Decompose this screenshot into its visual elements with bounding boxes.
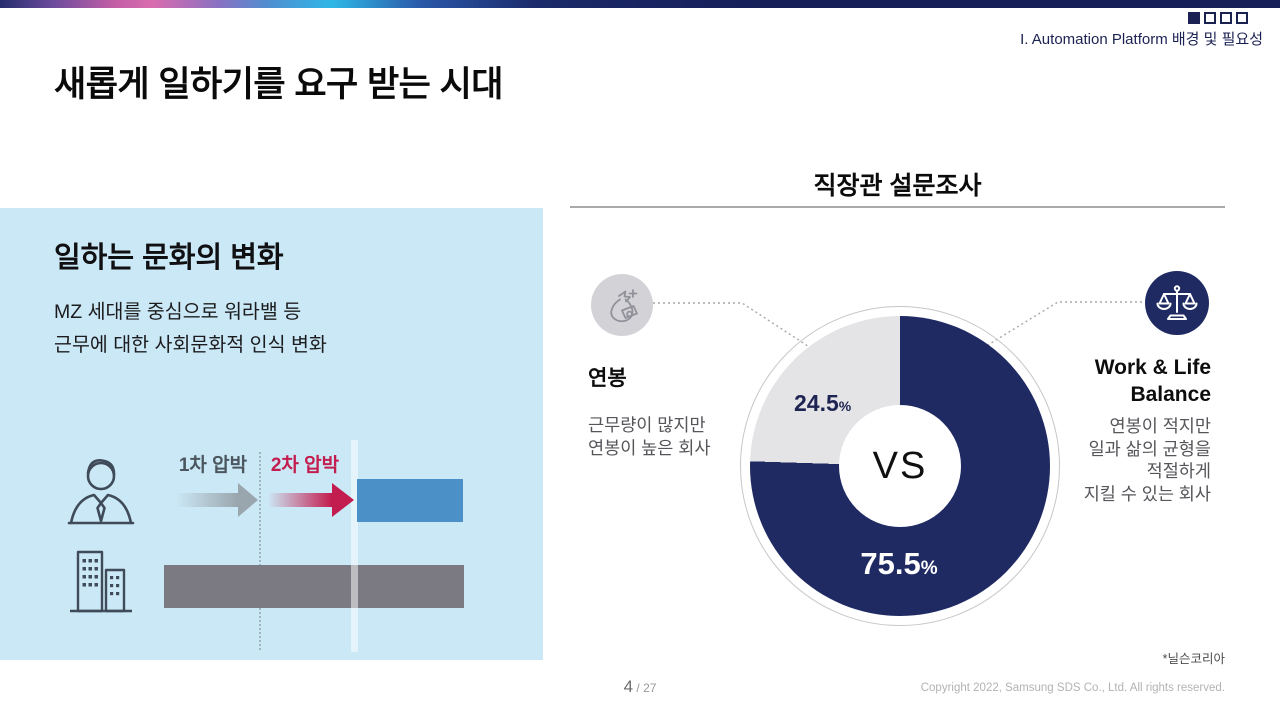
progress-square-filled [1188,12,1200,24]
salary-heading: 연봉 [588,367,627,390]
progress-square-empty [1220,12,1232,24]
source-note: *닐슨코리아 [1162,652,1225,666]
salary-desc-line1: 근무량이 많지만 [588,415,706,435]
person-icon [67,459,135,525]
wlb-heading: Work & Life Balance [1095,354,1211,408]
survey-title: 직장관 설문조사 [813,172,982,200]
pressure-label-first: 1차 압박 [178,455,248,476]
progress-square-empty [1204,12,1216,24]
panel-subtitle-line1: MZ 세대를 중심으로 워라밸 등 [54,301,302,323]
progress-squares [1188,12,1248,24]
first-pressure-arrow [176,493,238,507]
wlb-heading-line2: Balance [1130,383,1211,406]
money-bag-icon [591,274,653,336]
progress-square-empty [1236,12,1248,24]
salary-desc-line2: 연봉이 높은 회사 [588,437,711,458]
panel-heading: 일하는 문화의 변화 [54,242,284,274]
wlb-desc-line1: 연봉이 적지만 [1109,416,1211,436]
second-pressure-arrow-head [332,483,354,517]
vs-label: VS [872,444,928,487]
section-label: I. Automation Platform 배경 및 필요성 [1020,31,1263,48]
navy-slice-value: 75.5 [860,546,921,581]
culture-change-panel: 일하는 문화의 변화 MZ 세대를 중심으로 워라밸 등 근무에 대한 사회문화… [0,208,543,660]
wlb-desc-line3: 적절하게 [1146,461,1211,481]
survey-title-underline [570,206,1225,208]
wlb-desc-line4: 지킬 수 있는 회사 [1083,483,1211,504]
gray-slice-label: 24.5% [794,390,851,417]
first-pressure-arrow-head [238,483,258,517]
connector-dotted-lines [653,301,1144,353]
second-pressure-arrow [268,493,332,507]
pressure-label-second: 2차 압박 [270,455,340,476]
top-gradient-bar [0,0,1280,8]
gray-slice-unit: % [838,398,852,414]
worker-bar [357,479,463,522]
gray-slice-value: 24.5 [794,390,839,416]
page-current: 4 [623,677,634,696]
page-total: 27 [643,681,657,695]
navy-slice-label: 75.5% [840,546,958,582]
copyright: Copyright 2022, Samsung SDS Co., Ltd. Al… [920,682,1225,694]
work-life-balance-icon [1145,271,1209,335]
donut-outer-ring [740,306,1060,626]
divider-dotted-line [259,452,261,650]
page-separator: / [633,681,644,695]
donut-hole: VS [839,405,961,527]
panel-subtitle-line2: 근무에 대한 사회문화적 인식 변화 [54,334,327,356]
salary-description: 근무량이 많지만 연봉이 높은 회사 [588,414,710,459]
highlight-band [351,440,358,652]
wlb-description: 연봉이 적지만 일과 삶의 균형을 적절하게 지킬 수 있는 회사 [1084,415,1211,505]
wlb-heading-line1: Work & Life [1094,356,1211,379]
wlb-desc-line2: 일과 삶의 균형을 [1088,438,1211,459]
page-number: 4 / 27 [605,677,675,697]
company-bar [164,565,464,608]
page-title: 새롭게 일하기를 요구 받는 시대 [54,65,504,104]
panel-subtitle: MZ 세대를 중심으로 워라밸 등 근무에 대한 사회문화적 인식 변화 [54,296,327,362]
buildings-icon [70,550,132,613]
navy-slice-unit: % [920,558,938,579]
